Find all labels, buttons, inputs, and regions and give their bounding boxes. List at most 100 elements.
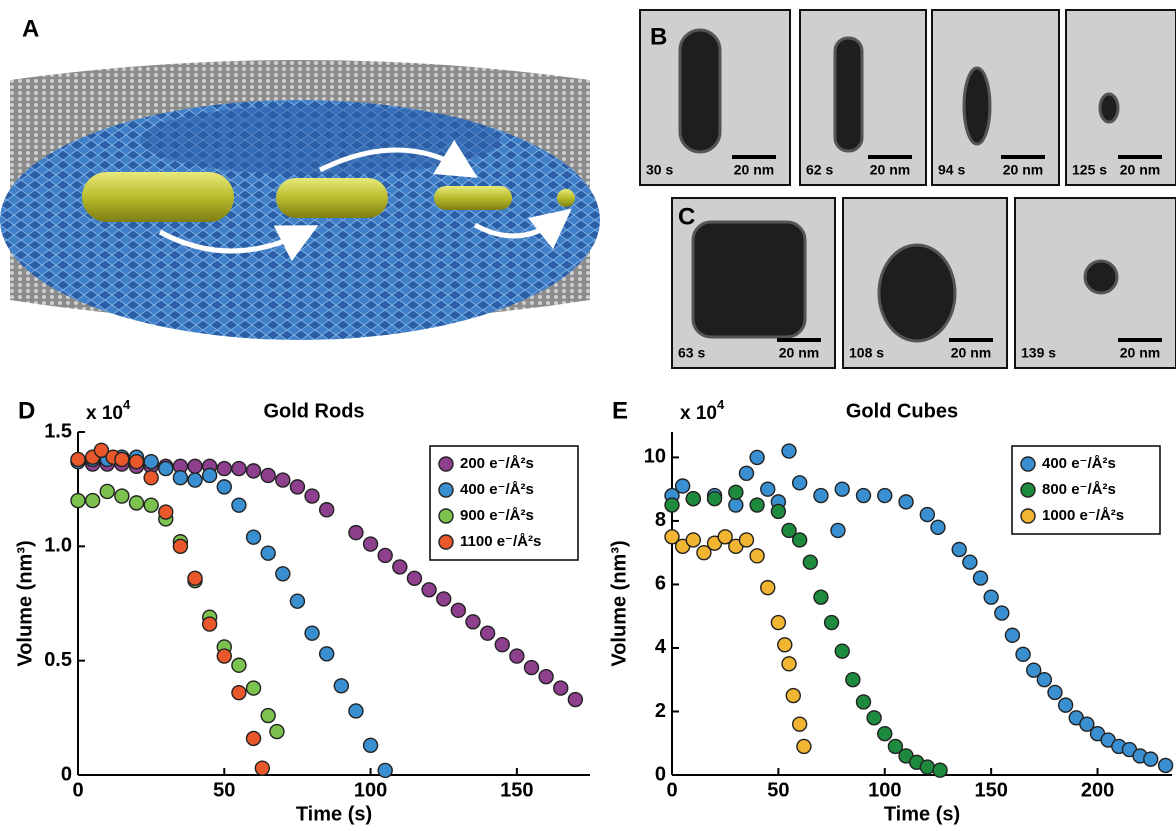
point — [750, 549, 764, 563]
chart-title: Gold Rods — [263, 400, 364, 422]
point — [856, 695, 870, 709]
point — [217, 462, 231, 476]
y-tick-label: 4 — [655, 636, 667, 658]
point — [130, 455, 144, 469]
legend-label: 400 e⁻/Å²s — [1042, 455, 1116, 472]
legend-label: 1100 e⁻/Å²s — [460, 533, 541, 550]
time-label: 94 s — [938, 162, 965, 178]
point — [963, 555, 977, 569]
point — [188, 571, 202, 585]
point — [217, 649, 231, 663]
point — [305, 489, 319, 503]
point — [729, 498, 743, 512]
point — [247, 530, 261, 544]
panel-label: D — [18, 397, 35, 424]
point — [320, 503, 334, 517]
point — [159, 505, 173, 519]
point — [835, 482, 849, 496]
point — [739, 533, 753, 547]
y-tick-label: 6 — [655, 573, 666, 595]
point — [708, 492, 722, 506]
point — [539, 670, 553, 684]
particle — [879, 245, 955, 341]
point — [159, 462, 173, 476]
point — [814, 590, 828, 604]
point — [554, 681, 568, 695]
point — [933, 763, 947, 777]
point — [334, 679, 348, 693]
point — [867, 711, 881, 725]
point — [232, 462, 246, 476]
particle — [693, 222, 805, 337]
point — [290, 594, 304, 608]
x-tick-label: 0 — [666, 779, 677, 801]
legend-swatch — [439, 509, 453, 523]
time-label: 108 s — [849, 345, 884, 361]
point — [1005, 628, 1019, 642]
point — [995, 606, 1009, 620]
particle — [964, 68, 990, 144]
point — [1144, 752, 1158, 766]
point — [378, 763, 392, 777]
x-tick-label: 0 — [72, 779, 83, 801]
panel-label: B — [650, 23, 667, 50]
point — [984, 590, 998, 604]
y-tick-label: 1.5 — [44, 420, 72, 442]
point — [422, 583, 436, 597]
point — [920, 508, 934, 522]
point — [1059, 698, 1073, 712]
point — [451, 603, 465, 617]
panel-a-illustration — [0, 60, 600, 340]
x-tick-label: 150 — [974, 779, 1007, 801]
point — [952, 543, 966, 557]
point — [761, 581, 775, 595]
point — [86, 494, 100, 508]
point — [793, 476, 807, 490]
point — [261, 709, 275, 723]
legend-label: 1000 e⁻/Å²s — [1042, 507, 1124, 524]
scale-label: 20 nm — [1120, 162, 1160, 178]
legend-label: 200 e⁻/Å²s — [460, 455, 534, 472]
point — [803, 555, 817, 569]
point — [173, 471, 187, 485]
point — [686, 492, 700, 506]
multiplier-exponent: 4 — [717, 397, 725, 412]
point — [931, 520, 945, 534]
point — [407, 571, 421, 585]
x-tick-label: 100 — [868, 779, 901, 801]
point — [1016, 647, 1030, 661]
multiplier-exponent: 4 — [123, 397, 131, 412]
multiplier-base: x 10 — [680, 403, 717, 424]
point — [305, 626, 319, 640]
point — [793, 717, 807, 731]
point — [568, 693, 582, 707]
legend-label: 400 e⁻/Å²s — [460, 481, 534, 498]
point — [750, 450, 764, 464]
point — [173, 539, 187, 553]
point — [364, 738, 378, 752]
panel-label: C — [678, 203, 695, 230]
time-label: 30 s — [646, 162, 673, 178]
point — [276, 567, 290, 581]
y-tick-label: 0 — [655, 763, 666, 785]
point — [349, 526, 363, 540]
point — [276, 473, 290, 487]
scale-label: 20 nm — [870, 162, 910, 178]
point — [793, 533, 807, 547]
y-tick-label: 2 — [655, 700, 666, 722]
point — [290, 480, 304, 494]
scale-label: 20 nm — [779, 345, 819, 361]
time-label: 139 s — [1021, 345, 1056, 361]
x-tick-label: 150 — [500, 779, 533, 801]
point — [203, 468, 217, 482]
point — [510, 649, 524, 663]
point — [247, 464, 261, 478]
x-tick-label: 50 — [767, 779, 789, 801]
point — [130, 496, 144, 510]
x-tick-label: 50 — [213, 779, 235, 801]
point — [115, 489, 129, 503]
point — [437, 592, 451, 606]
point — [825, 616, 839, 630]
point — [378, 548, 392, 562]
